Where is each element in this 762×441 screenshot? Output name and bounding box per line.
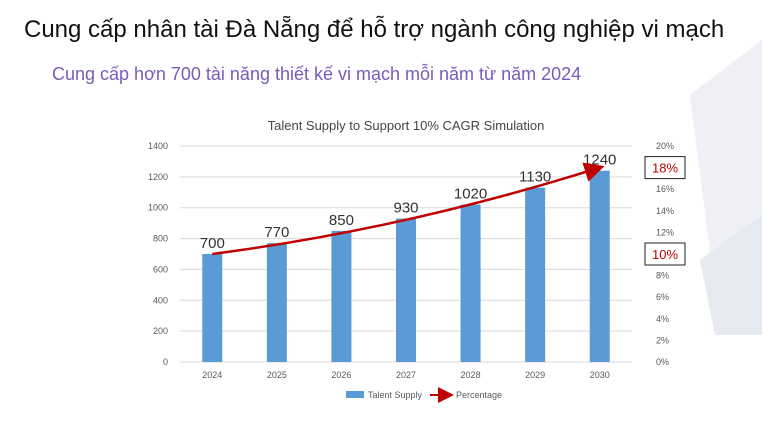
y2-tick-label: 14% bbox=[656, 206, 674, 216]
slide-title: Cung cấp nhân tài Đà Nẵng để hỗ trợ ngàn… bbox=[24, 16, 725, 43]
y2-tick-label: 2% bbox=[656, 335, 669, 345]
legend-swatch-talent-supply bbox=[346, 391, 364, 398]
callout-label: 18% bbox=[652, 161, 678, 176]
y-tick-label: 1000 bbox=[148, 203, 168, 213]
x-tick-label: 2025 bbox=[267, 370, 287, 380]
bar bbox=[589, 170, 610, 362]
y2-tick-label: 16% bbox=[656, 184, 674, 194]
legend-label: Talent Supply bbox=[368, 390, 423, 400]
data-label: 850 bbox=[329, 212, 354, 229]
callout-label: 10% bbox=[652, 247, 678, 262]
x-tick-label: 2029 bbox=[525, 370, 545, 380]
y2-tick-label: 20% bbox=[656, 141, 674, 151]
bar bbox=[460, 204, 481, 362]
x-tick-label: 2024 bbox=[202, 370, 222, 380]
data-label: 700 bbox=[200, 235, 225, 252]
y2-tick-label: 6% bbox=[656, 292, 669, 302]
y-tick-label: 800 bbox=[153, 234, 168, 244]
decor-shape-lower bbox=[700, 215, 762, 335]
x-tick-label: 2028 bbox=[461, 370, 481, 380]
y2-tick-label: 0% bbox=[656, 357, 669, 367]
data-label: 930 bbox=[393, 200, 418, 217]
bar bbox=[202, 254, 223, 362]
callout-box bbox=[644, 156, 686, 180]
legend-label: Percentage bbox=[456, 390, 502, 400]
bar bbox=[396, 218, 416, 362]
x-tick-label: 2027 bbox=[396, 370, 416, 380]
percentage-line bbox=[212, 162, 605, 256]
callout-box bbox=[644, 242, 686, 266]
data-label: 1130 bbox=[519, 169, 551, 186]
y-tick-label: 1400 bbox=[148, 141, 168, 151]
y-tick-label: 400 bbox=[153, 295, 168, 305]
y2-tick-label: 12% bbox=[656, 227, 674, 237]
bar bbox=[525, 187, 546, 362]
y2-tick-label: 8% bbox=[656, 271, 669, 281]
bar bbox=[266, 243, 287, 362]
chart-title: Talent Supply to Support 10% CAGR Simula… bbox=[268, 118, 545, 133]
data-label: 1020 bbox=[454, 186, 487, 203]
y-tick-label: 1200 bbox=[148, 172, 168, 182]
bar bbox=[331, 230, 352, 362]
slide-subtitle: Cung cấp hơn 700 tài năng thiết kế vi mạ… bbox=[52, 64, 582, 84]
x-tick-label: 2026 bbox=[331, 370, 351, 380]
y-tick-label: 0 bbox=[163, 357, 168, 367]
data-label: 770 bbox=[264, 224, 289, 241]
y-tick-label: 600 bbox=[153, 264, 168, 274]
y2-tick-label: 4% bbox=[656, 314, 669, 324]
data-label: 1240 bbox=[583, 152, 616, 169]
y-tick-label: 200 bbox=[153, 326, 168, 336]
x-tick-label: 2030 bbox=[590, 370, 610, 380]
